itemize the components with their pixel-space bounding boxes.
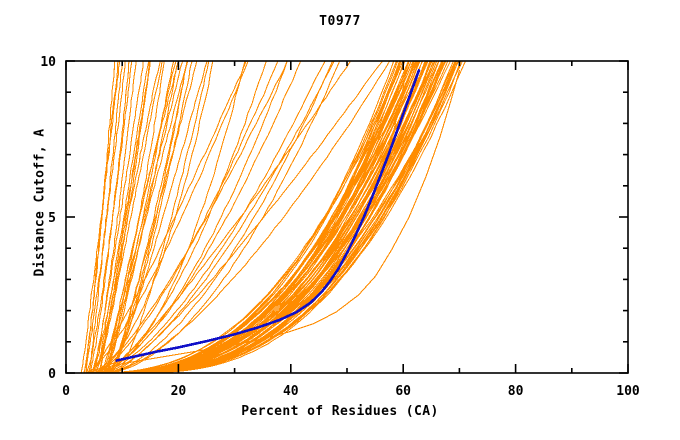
- x-tick-label: 40: [283, 384, 299, 399]
- prediction-curve: [90, 60, 404, 374]
- prediction-curve: [116, 60, 449, 374]
- x-tick-label: 60: [395, 384, 411, 399]
- prediction-curve: [85, 60, 133, 374]
- prediction-curve: [99, 60, 161, 374]
- prediction-curve: [93, 60, 302, 374]
- prediction-curve: [103, 60, 177, 374]
- x-axis-label: Percent of Residues (CA): [241, 404, 439, 419]
- prediction-curve: [112, 60, 429, 374]
- prediction-curve: [105, 60, 189, 374]
- prediction-curve: [110, 60, 208, 374]
- prediction-curve: [91, 60, 151, 374]
- y-tick-label: 0: [48, 367, 56, 382]
- prediction-curve: [94, 60, 418, 374]
- chart-title: T0977: [319, 14, 361, 29]
- y-tick-label: 5: [48, 211, 56, 226]
- prediction-curve: [96, 60, 326, 374]
- highlight-curve: [115, 69, 421, 362]
- x-tick-label: 20: [171, 384, 187, 399]
- prediction-curve: [100, 60, 184, 374]
- prediction-curve: [91, 60, 144, 374]
- prediction-curve: [80, 60, 121, 374]
- prediction-curve: [121, 60, 467, 374]
- prediction-curve: [106, 60, 188, 374]
- prediction-curve: [110, 60, 189, 374]
- prediction-curve: [104, 60, 391, 374]
- x-tick-label: 80: [508, 384, 524, 399]
- prediction-curve: [85, 60, 249, 374]
- prediction-curve: [95, 60, 150, 374]
- x-tick-label: 100: [616, 384, 640, 399]
- prediction-curve: [83, 60, 116, 374]
- tick-labels-layer: 0 20 40 60 80 100 0 5 10: [40, 55, 640, 399]
- prediction-curve: [115, 60, 210, 374]
- prediction-curve: [104, 60, 179, 374]
- prediction-curve: [99, 60, 428, 374]
- y-tick-label: 10: [40, 55, 56, 70]
- prediction-curve: [108, 60, 384, 374]
- prediction-curve: [110, 60, 198, 374]
- curves-layer: [80, 60, 467, 374]
- prediction-curve: [100, 60, 334, 374]
- prediction-curve: [89, 60, 267, 374]
- prediction-curve: [101, 60, 352, 374]
- prediction-curve: [88, 60, 130, 374]
- prediction-curve-edge: [93, 69, 461, 371]
- prediction-curve: [99, 60, 335, 374]
- prediction-curve: [87, 60, 123, 374]
- highlight-curve-layer: [115, 69, 421, 362]
- x-tick-label: 0: [62, 384, 70, 399]
- prediction-curve: [92, 60, 288, 374]
- prediction-curve: [101, 60, 341, 374]
- axes-layer: [65, 60, 629, 374]
- prediction-curve: [98, 60, 163, 374]
